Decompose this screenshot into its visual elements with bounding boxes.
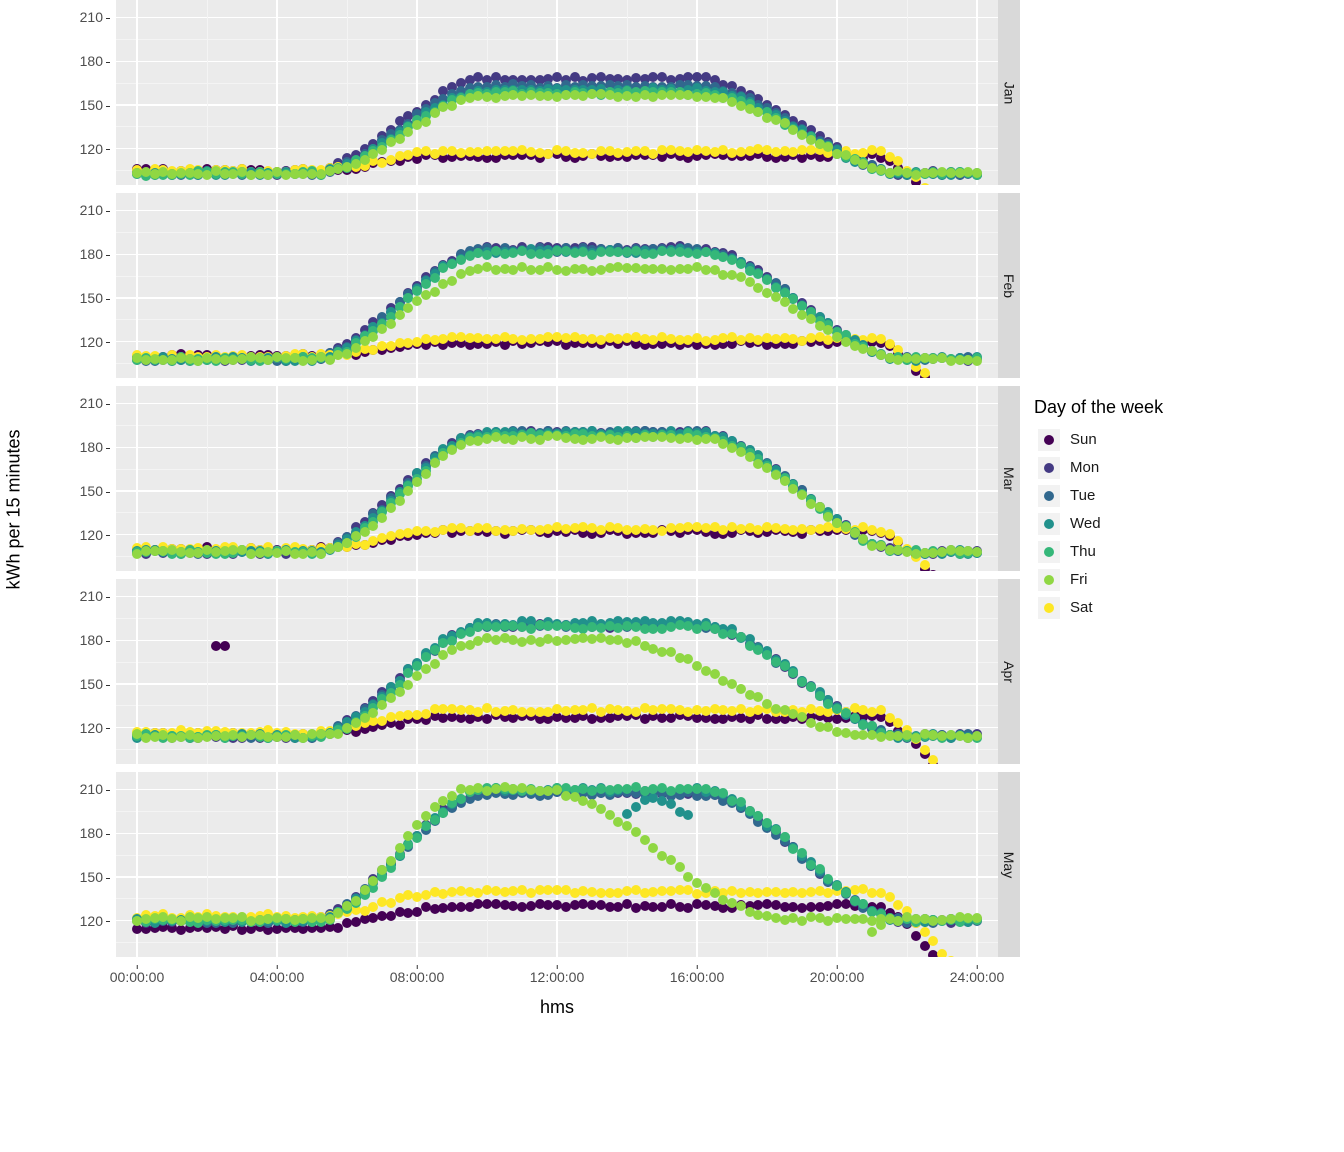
panel-row-jan: 120 150 180 210 Jan bbox=[72, 0, 1020, 185]
legend-item-wed: Wed bbox=[1034, 510, 1163, 538]
facet-panel-feb bbox=[116, 193, 998, 378]
facet-panel-may bbox=[116, 772, 998, 957]
panel-row-may: 120 150 180 210 May bbox=[72, 772, 1020, 957]
y-ticks: 120 150 180 210 bbox=[72, 579, 116, 764]
y-tick-label: 120 bbox=[80, 913, 110, 929]
legend-item-tue: Tue bbox=[1034, 482, 1163, 510]
y-tick-label: 180 bbox=[80, 632, 110, 648]
x-tick: 04:00:00 bbox=[250, 965, 305, 985]
y-tick-label: 210 bbox=[80, 202, 110, 218]
facet-panel-mar bbox=[116, 386, 998, 571]
legend-title: Day of the week bbox=[1034, 397, 1163, 418]
legend-dot-icon bbox=[1044, 463, 1054, 473]
facet-strip: Feb bbox=[998, 193, 1020, 378]
x-tick-label: 00:00:00 bbox=[110, 969, 165, 985]
facet-strip-label: May bbox=[1001, 851, 1017, 877]
y-tick-label: 120 bbox=[80, 527, 110, 543]
legend-item-sat: Sat bbox=[1034, 594, 1163, 622]
y-tick-label: 120 bbox=[80, 720, 110, 736]
legend-key bbox=[1038, 457, 1060, 479]
legend-item-label: Sat bbox=[1070, 599, 1093, 616]
y-tick-label: 150 bbox=[80, 869, 110, 885]
facet-strip: Apr bbox=[998, 579, 1020, 764]
y-tick-label: 150 bbox=[80, 676, 110, 692]
x-axis-title: hms bbox=[116, 997, 998, 1018]
y-ticks: 120 150 180 210 bbox=[72, 0, 116, 185]
legend-dot-icon bbox=[1044, 435, 1054, 445]
legend-dot-icon bbox=[1044, 491, 1054, 501]
x-tick-label: 20:00:00 bbox=[810, 969, 865, 985]
figure: kWh per 15 minutes 120 150 180 210 Jan 120 150… bbox=[0, 0, 1344, 1018]
legend-item-label: Thu bbox=[1070, 543, 1096, 560]
y-tick-label: 210 bbox=[80, 588, 110, 604]
legend-key bbox=[1038, 569, 1060, 591]
legend: Day of the week Sun Mon Tue Wed Thu Fri Sat bbox=[1034, 397, 1163, 622]
legend-key bbox=[1038, 597, 1060, 619]
facet-strip-label: Feb bbox=[1001, 273, 1017, 297]
x-tick-label: 08:00:00 bbox=[390, 969, 445, 985]
facet-strip: Mar bbox=[998, 386, 1020, 571]
legend-item-label: Fri bbox=[1070, 571, 1088, 588]
panel-row-apr: 120 150 180 210 Apr bbox=[72, 579, 1020, 764]
chart-area: kWh per 15 minutes 120 150 180 210 Jan 120 150… bbox=[0, 0, 1020, 1018]
y-tick-label: 150 bbox=[80, 97, 110, 113]
legend-item-thu: Thu bbox=[1034, 538, 1163, 566]
legend-dot-icon bbox=[1044, 547, 1054, 557]
x-tick-label: 16:00:00 bbox=[670, 969, 725, 985]
x-tick: 08:00:00 bbox=[390, 965, 445, 985]
y-tick-label: 210 bbox=[80, 781, 110, 797]
legend-item-label: Mon bbox=[1070, 459, 1099, 476]
y-tick-label: 180 bbox=[80, 53, 110, 69]
x-axis: 00:00:0004:00:0008:00:0012:00:0016:00:00… bbox=[116, 965, 998, 995]
legend-item-mon: Mon bbox=[1034, 454, 1163, 482]
legend-item-label: Tue bbox=[1070, 487, 1095, 504]
facet-panel-apr bbox=[116, 579, 998, 764]
legend-item-label: Wed bbox=[1070, 515, 1101, 532]
y-ticks: 120 150 180 210 bbox=[72, 386, 116, 571]
x-tick: 16:00:00 bbox=[670, 965, 725, 985]
y-tick-label: 120 bbox=[80, 141, 110, 157]
facet-strip-label: Apr bbox=[1001, 661, 1017, 683]
x-tick-label: 24:00:00 bbox=[950, 969, 1005, 985]
x-tick-label: 12:00:00 bbox=[530, 969, 585, 985]
legend-key bbox=[1038, 513, 1060, 535]
facet-strip: Jan bbox=[998, 0, 1020, 185]
facet-strip: May bbox=[998, 772, 1020, 957]
panels-container: 120 150 180 210 Jan 120 150 180 210 Feb 120 150 180 2… bbox=[72, 0, 1020, 1018]
x-tick: 12:00:00 bbox=[530, 965, 585, 985]
y-ticks: 120 150 180 210 bbox=[72, 772, 116, 957]
y-tick-label: 210 bbox=[80, 395, 110, 411]
facet-strip-label: Mar bbox=[1001, 466, 1017, 490]
facet-panel-jan bbox=[116, 0, 998, 185]
x-tick-label: 04:00:00 bbox=[250, 969, 305, 985]
legend-dot-icon bbox=[1044, 519, 1054, 529]
legend-dot-icon bbox=[1044, 603, 1054, 613]
y-tick-label: 180 bbox=[80, 439, 110, 455]
y-axis-title: kWh per 15 minutes bbox=[0, 0, 28, 1018]
legend-key bbox=[1038, 429, 1060, 451]
legend-dot-icon bbox=[1044, 575, 1054, 585]
facet-strip-label: Jan bbox=[1001, 81, 1017, 104]
panel-row-feb: 120 150 180 210 Feb bbox=[72, 193, 1020, 378]
legend-item-fri: Fri bbox=[1034, 566, 1163, 594]
legend-key bbox=[1038, 541, 1060, 563]
legend-items: Sun Mon Tue Wed Thu Fri Sat bbox=[1034, 426, 1163, 622]
y-tick-label: 120 bbox=[80, 334, 110, 350]
legend-key bbox=[1038, 485, 1060, 507]
panel-row-mar: 120 150 180 210 Mar bbox=[72, 386, 1020, 571]
legend-item-label: Sun bbox=[1070, 431, 1097, 448]
y-ticks: 120 150 180 210 bbox=[72, 193, 116, 378]
x-tick: 20:00:00 bbox=[810, 965, 865, 985]
y-tick-label: 150 bbox=[80, 483, 110, 499]
y-tick-label: 180 bbox=[80, 825, 110, 841]
y-tick-label: 210 bbox=[80, 9, 110, 25]
y-tick-label: 180 bbox=[80, 246, 110, 262]
x-tick: 24:00:00 bbox=[950, 965, 1005, 985]
y-axis-title-text: kWh per 15 minutes bbox=[4, 429, 25, 589]
x-tick: 00:00:00 bbox=[110, 965, 165, 985]
y-tick-label: 150 bbox=[80, 290, 110, 306]
legend-item-sun: Sun bbox=[1034, 426, 1163, 454]
